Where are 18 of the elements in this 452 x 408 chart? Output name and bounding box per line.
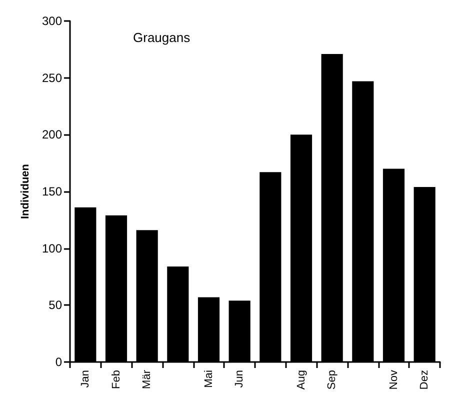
x-tick-label: Dez xyxy=(418,370,431,390)
y-tick-label: 100 xyxy=(42,241,62,256)
y-tick-label: 300 xyxy=(42,14,62,28)
y-tick-label: 0 xyxy=(55,355,62,369)
x-tick-label: Aug xyxy=(295,370,308,390)
x-tick-label: Feb xyxy=(110,370,122,389)
x-tick-label: Jun xyxy=(234,370,246,388)
x-tick-label: Mär xyxy=(141,370,154,389)
x-tick-label: Sep xyxy=(326,370,338,390)
y-axis-title: Individuen xyxy=(20,164,32,219)
x-tick-label: Jan xyxy=(79,370,92,388)
y-tick-label: 150 xyxy=(42,184,62,198)
y-tick-label: 250 xyxy=(42,70,62,85)
y-tick-label: 200 xyxy=(42,128,62,142)
text: Graugans xyxy=(133,30,191,45)
x-tick-label: Mai xyxy=(202,370,215,388)
x-tick-label: Nov xyxy=(388,370,400,390)
y-tick-label: 50 xyxy=(48,298,62,312)
